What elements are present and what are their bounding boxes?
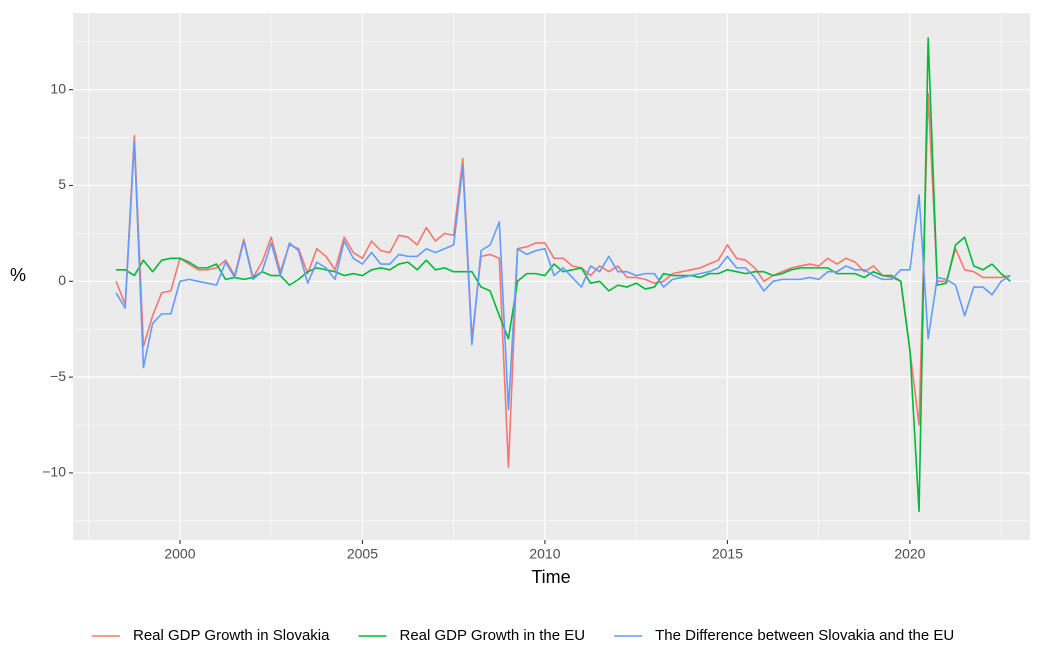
legend-label: Real GDP Growth in the EU bbox=[399, 627, 585, 644]
y-tick-label: 10 bbox=[50, 80, 66, 96]
x-axis-title: Time bbox=[531, 567, 570, 587]
x-tick-label: 2005 bbox=[347, 546, 378, 562]
legend-label: The Difference between Slovakia and the … bbox=[655, 627, 954, 644]
y-tick-label: −5 bbox=[50, 368, 66, 384]
series-line bbox=[116, 37, 1011, 513]
y-tick-label: −10 bbox=[42, 464, 66, 480]
x-tick-label: 2020 bbox=[894, 546, 925, 562]
x-tick-label: 2000 bbox=[164, 546, 195, 562]
x-tick-label: 2015 bbox=[712, 546, 743, 562]
legend-label: Real GDP Growth in Slovakia bbox=[133, 627, 330, 644]
y-tick-label: 5 bbox=[58, 176, 66, 192]
x-tick-label: 2010 bbox=[529, 546, 560, 562]
y-axis-title: % bbox=[10, 265, 26, 285]
y-tick-label: 0 bbox=[58, 272, 66, 288]
series-line bbox=[115, 140, 1011, 411]
series-line bbox=[115, 92, 1011, 468]
panel bbox=[73, 13, 1030, 540]
